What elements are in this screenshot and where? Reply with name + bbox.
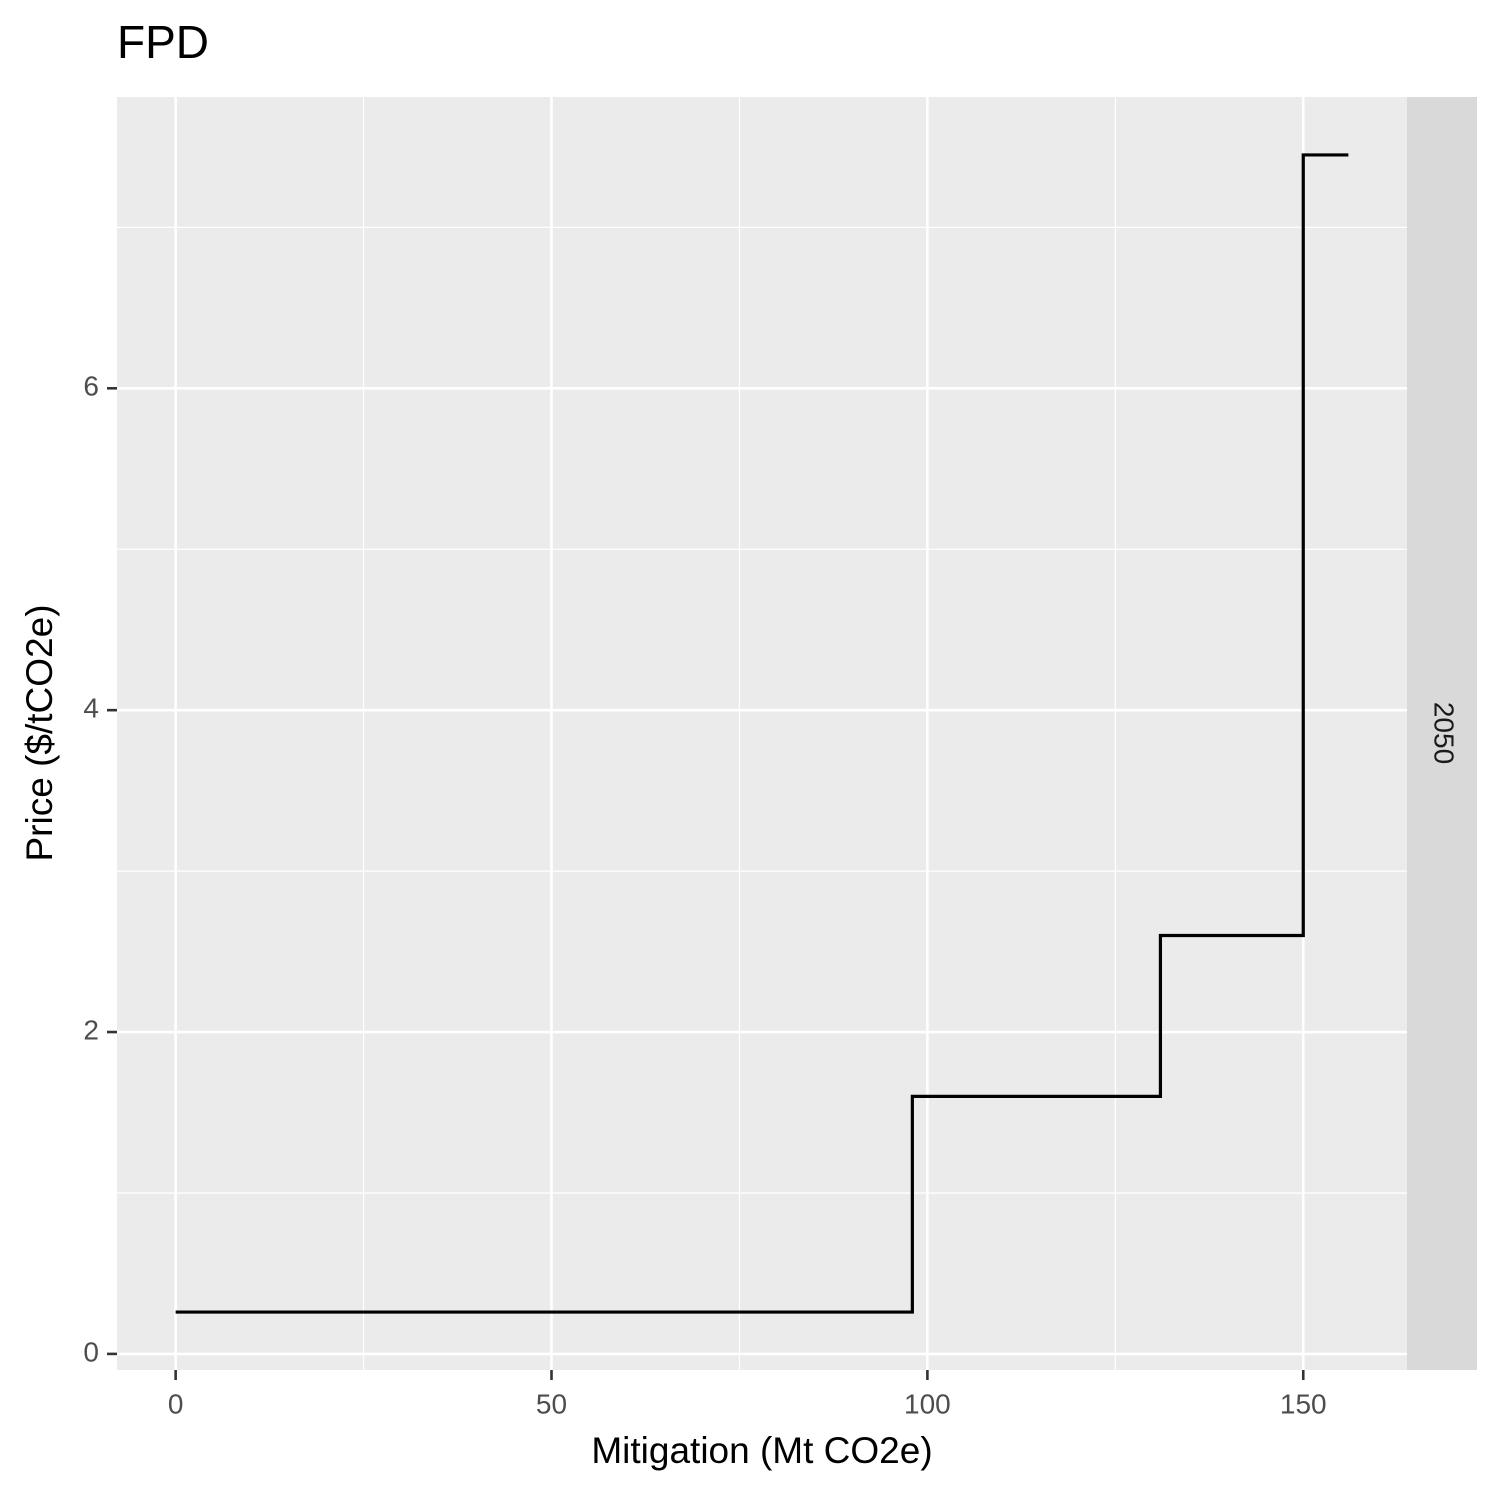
y-tick-label: 2 <box>83 1014 99 1045</box>
facet-strip <box>1407 97 1477 1370</box>
y-tick-label: 0 <box>83 1336 99 1367</box>
y-axis-label: Price ($/tCO2e) <box>19 604 60 861</box>
x-tick-label: 100 <box>904 1388 951 1419</box>
x-axis-label: Mitigation (Mt CO2e) <box>591 1430 932 1471</box>
facet-label: 2050 <box>1429 702 1460 764</box>
panel <box>117 97 1407 1370</box>
x-tick-label: 0 <box>168 1388 184 1419</box>
chart-title: FPD <box>117 16 209 68</box>
y-tick-label: 4 <box>83 693 99 724</box>
y-tick-label: 6 <box>83 371 99 402</box>
step-line <box>175 153 1349 1314</box>
x-tick-label: 50 <box>536 1388 567 1419</box>
x-tick-label: 150 <box>1280 1388 1327 1419</box>
